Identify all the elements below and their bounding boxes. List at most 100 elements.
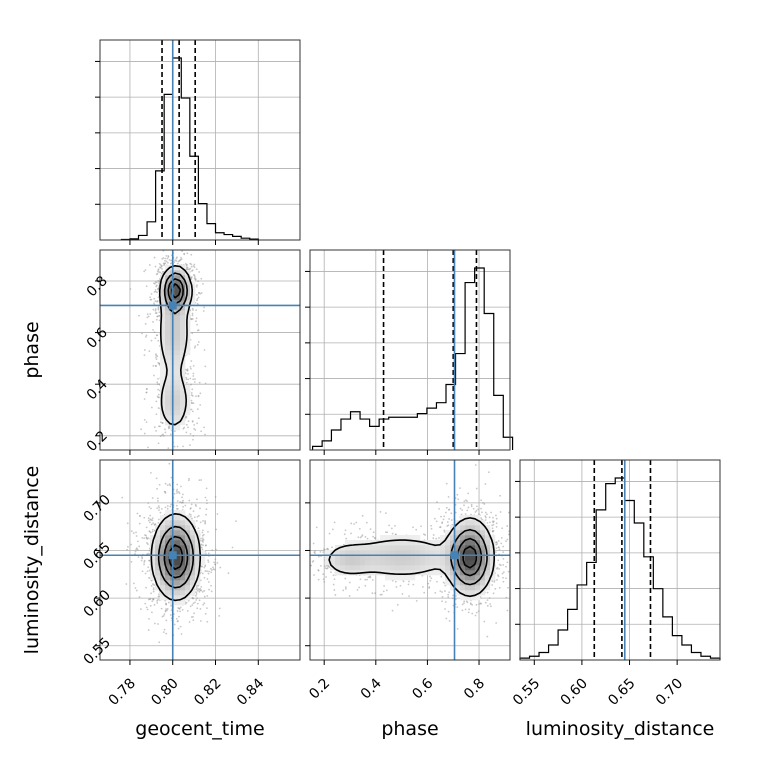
density-cell	[175, 395, 181, 401]
sample-point	[495, 525, 498, 528]
sample-point	[497, 559, 500, 562]
density-cell	[175, 340, 181, 346]
sample-point	[475, 509, 478, 512]
density-cell	[410, 570, 416, 576]
sample-point	[165, 255, 168, 257]
density-cell	[400, 545, 406, 551]
sample-point	[197, 514, 200, 517]
sample-point	[189, 365, 192, 368]
sample-point	[445, 617, 448, 620]
density-cell	[155, 555, 161, 561]
sample-point	[200, 292, 203, 294]
density-cell	[385, 545, 391, 551]
hist-bar	[549, 645, 559, 660]
sample-point	[502, 545, 505, 548]
sample-point	[166, 608, 169, 610]
density-cell	[450, 585, 456, 591]
sample-point	[132, 582, 135, 585]
sample-point	[185, 378, 188, 381]
sample-point	[193, 346, 196, 349]
y-tick-label: 0.6	[84, 325, 111, 352]
density-cell	[360, 565, 366, 571]
sample-point	[139, 515, 141, 517]
sample-point	[512, 577, 514, 579]
density-cell	[175, 320, 181, 326]
density-cell	[440, 550, 446, 556]
density-cell	[330, 555, 336, 561]
density-cell	[420, 565, 426, 571]
density-cell	[455, 590, 461, 596]
density-cell	[180, 510, 186, 516]
density-cell	[160, 580, 166, 586]
density-cell	[445, 580, 451, 586]
density-cell	[400, 560, 406, 566]
sample-point	[334, 594, 337, 596]
sample-point	[153, 331, 156, 334]
density-cell	[335, 565, 341, 571]
sample-point	[456, 493, 459, 496]
density-cell	[155, 575, 161, 581]
density-cell	[185, 395, 191, 401]
density-cell	[165, 545, 171, 551]
density-cell	[165, 280, 171, 286]
sample-point	[183, 253, 186, 256]
sample-point	[151, 497, 154, 499]
hist-bar	[216, 233, 225, 240]
sample-point	[197, 587, 199, 590]
sample-point	[147, 629, 150, 631]
hist-bar	[398, 417, 408, 450]
density-cell	[340, 555, 346, 561]
density-cell	[460, 570, 466, 576]
sample-point	[176, 620, 179, 623]
sample-point	[162, 433, 164, 436]
density-cell	[415, 565, 421, 571]
sample-point	[495, 514, 497, 517]
sample-point	[196, 284, 198, 287]
density-cell	[165, 510, 171, 516]
sample-point	[350, 532, 352, 535]
sample-point	[201, 537, 204, 540]
sample-point	[344, 587, 347, 590]
density-cell	[175, 380, 181, 386]
sample-point	[494, 551, 497, 554]
density-cell	[410, 560, 416, 566]
sample-point	[333, 589, 336, 591]
sample-point	[176, 262, 179, 265]
sample-point	[186, 252, 189, 255]
sample-point	[506, 525, 509, 527]
sample-point	[441, 591, 443, 593]
sample-point	[159, 264, 162, 266]
sample-point	[187, 479, 190, 482]
sample-point	[152, 590, 155, 593]
density-cell	[340, 560, 346, 566]
sample-point	[227, 572, 230, 575]
density-cell	[470, 585, 476, 591]
sample-point	[344, 577, 347, 580]
sample-point	[497, 546, 500, 549]
sample-point	[152, 364, 155, 367]
sample-point	[195, 593, 198, 595]
sample-point	[195, 599, 198, 601]
sample-point	[181, 501, 184, 504]
sample-point	[141, 332, 143, 335]
density-cell	[165, 520, 171, 526]
sample-point	[196, 343, 199, 346]
sample-point	[147, 537, 150, 540]
sample-point	[191, 517, 193, 520]
sample-point	[166, 505, 169, 507]
sample-point	[212, 566, 214, 569]
sample-point	[498, 548, 501, 551]
density-cell	[160, 300, 166, 306]
sample-point	[512, 545, 514, 547]
sample-point	[445, 482, 448, 485]
sample-point	[160, 453, 162, 455]
sample-point	[173, 623, 176, 626]
density-cell	[480, 590, 486, 596]
axes-frame	[99, 459, 301, 661]
density-cell	[160, 565, 166, 571]
density-cell	[175, 355, 181, 361]
density-cell	[190, 280, 196, 286]
sample-point	[190, 367, 192, 370]
sample-point	[165, 603, 168, 606]
density-cell	[185, 305, 191, 311]
